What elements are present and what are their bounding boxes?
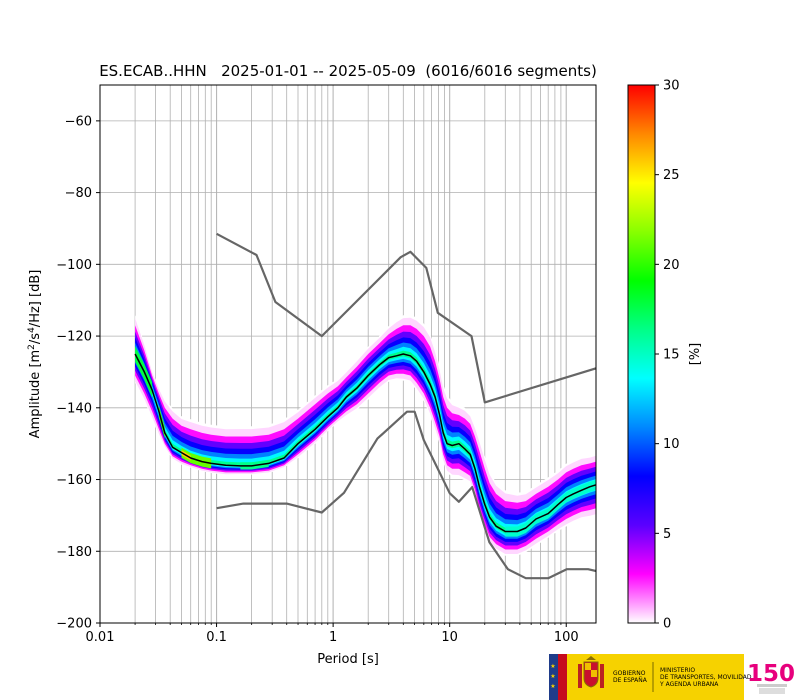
density-peak: [181, 447, 212, 469]
y-tick-label: −80: [65, 186, 92, 201]
badge-number: 150: [747, 661, 795, 687]
y-tick-label: −140: [56, 401, 92, 416]
x-axis-ticks: 0.01 0.1 1 10 100: [86, 623, 579, 645]
colorbar-ticks: 0 5 10 15 20 25 30: [655, 79, 680, 632]
logo-ministry-line2: DE TRANSPORTES, MOVILIDAD: [660, 674, 752, 681]
y-tick-label: −120: [56, 330, 92, 345]
logo-gov-line1: GOBIERNO: [613, 670, 646, 677]
logo-gov-line2: DE ESPAÑA: [613, 677, 648, 684]
eu-star-icon: ★: [550, 663, 555, 670]
coat-of-arms-icon: [578, 656, 604, 688]
colorbar-scale: [627, 84, 656, 624]
x-tick-label: 100: [554, 630, 579, 645]
x-tick-label: 10: [441, 630, 458, 645]
y-tick-label: −60: [65, 114, 92, 129]
eu-flag-stripe: [549, 654, 558, 700]
logo-ministry-line1: MINISTERIO: [660, 667, 695, 674]
y-axis-label-sup1: 2: [27, 344, 37, 350]
colorbar-tick-label: 25: [663, 168, 680, 183]
colorbar-tick-label: 10: [663, 437, 680, 452]
density-peak: [240, 459, 269, 470]
x-tick-label: 0.1: [206, 630, 227, 645]
plot-frame: [99, 84, 597, 624]
series-mode: [134, 353, 596, 533]
y-axis-label-mid2: /Hz] [dB]: [28, 270, 43, 328]
badge-building-icon: [757, 684, 787, 687]
series-lines: [134, 232, 596, 580]
colorbar-label: [%]: [688, 343, 703, 366]
y-axis-label-mid1: /s: [28, 333, 43, 344]
eu-star-icon: ★: [550, 683, 555, 690]
y-tick-label: −160: [56, 473, 92, 488]
colorbar-tick-label: 15: [663, 348, 680, 363]
x-tick-label: 1: [329, 630, 337, 645]
colorbar: 0 5 10 15 20 25 30 [%]: [627, 79, 703, 632]
badge-building-base: [759, 688, 785, 694]
y-axis-label-sup2: 4: [27, 327, 37, 333]
y-tick-label: −200: [56, 617, 92, 632]
x-tick-label: 0.01: [86, 630, 115, 645]
chart-title: ES.ECAB..HHN 2025-01-01 -- 2025-05-09 (6…: [99, 62, 597, 80]
ministry-logo: ★ ★ ★ GOBIERNO DE ESPAÑA MINISTERIO DE T…: [549, 654, 752, 700]
y-axis-label: Amplitude [m2/s4/Hz] [dB]: [27, 270, 43, 439]
colorbar-tick-label: 20: [663, 258, 680, 273]
plot-area: [99, 84, 597, 624]
eu-star-icon: ★: [550, 673, 555, 680]
y-tick-label: −100: [56, 258, 92, 273]
y-tick-label: −180: [56, 545, 92, 560]
series-nlnm: [216, 410, 596, 580]
series-nhnm: [216, 232, 596, 404]
colorbar-tick-label: 5: [663, 527, 671, 542]
colorbar-tick-label: 0: [663, 617, 671, 632]
anniversary-badge: 150: [747, 661, 795, 694]
x-axis-label: Period [s]: [317, 652, 379, 667]
spain-flag-stripe: [558, 654, 567, 700]
colorbar-tick-label: 30: [663, 79, 680, 94]
density-layer: [135, 350, 596, 534]
y-axis-ticks: −60 −80 −100 −120 −140 −160 −180 −200: [56, 114, 100, 632]
y-axis-label-text: Amplitude [m: [28, 350, 43, 439]
logo-ministry-line3: Y AGENDA URBANA: [659, 681, 719, 688]
